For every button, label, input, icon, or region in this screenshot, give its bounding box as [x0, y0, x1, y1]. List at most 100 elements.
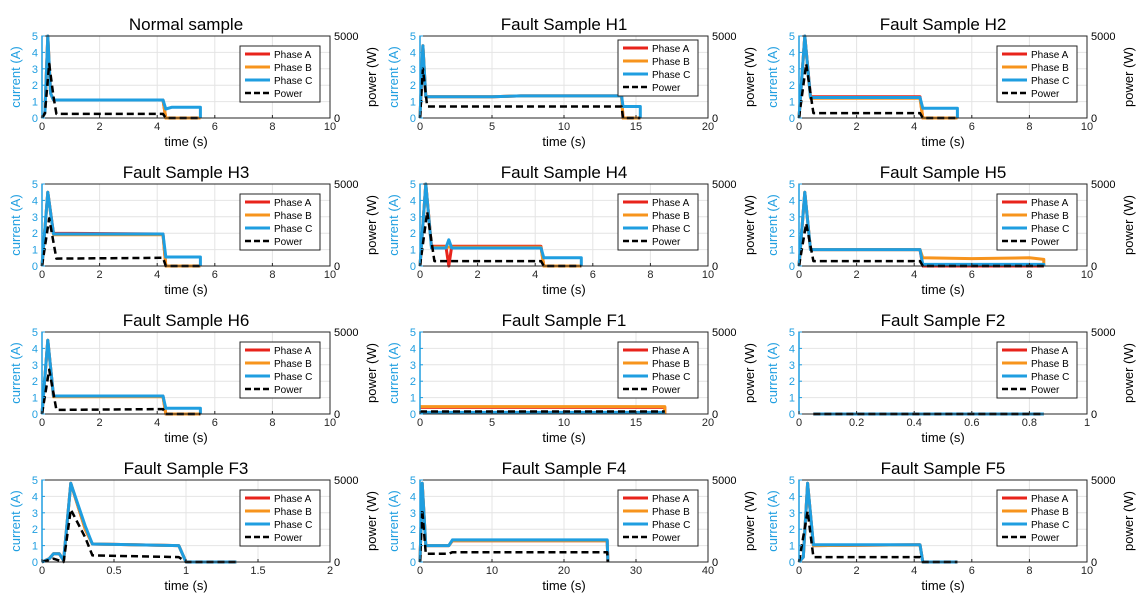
- legend-label: Phase B: [274, 359, 312, 370]
- x-tick-label: 10: [1081, 121, 1093, 133]
- x-tick-label: 1: [183, 565, 189, 577]
- y2-tick-label: 0: [334, 557, 340, 569]
- y-tick-label: 2: [410, 80, 416, 92]
- y2-tick-label: 0: [334, 113, 340, 125]
- legend-label: Phase A: [274, 346, 312, 357]
- y-tick-label: 1: [789, 541, 795, 553]
- x-tick-label: 10: [558, 417, 570, 429]
- y2-axis-label: power (W): [742, 491, 757, 551]
- y-tick-label: 4: [410, 491, 416, 503]
- x-tick-label: 0: [417, 121, 423, 133]
- y-tick-label: 2: [789, 376, 795, 388]
- legend-label: Power: [274, 89, 303, 100]
- y-tick-label: 4: [32, 47, 38, 59]
- y-tick-label: 3: [410, 64, 416, 76]
- x-tick-label: 2: [854, 121, 860, 133]
- y-tick-label: 0: [32, 409, 38, 421]
- y-tick-label: 2: [410, 376, 416, 388]
- y2-tick-label: 0: [712, 113, 718, 125]
- x-tick-label: 8: [1026, 565, 1032, 577]
- series-line-phase-c: [418, 44, 642, 119]
- y-axis-label: current (A): [386, 490, 401, 551]
- y2-tick-label: 0: [334, 261, 340, 273]
- y-tick-label: 3: [789, 360, 795, 372]
- x-axis-label: time (s): [921, 282, 964, 297]
- x-tick-label: 20: [558, 565, 570, 577]
- series-line-phase-c: [41, 481, 237, 564]
- legend: Phase A Phase B Phase C Power: [617, 193, 699, 251]
- series-line-phase-c: [418, 481, 610, 563]
- chart-title: Fault Sample F2: [881, 311, 1006, 330]
- x-tick-label: 5: [489, 417, 495, 429]
- series-line-power: [41, 508, 237, 564]
- y2-tick-label: 5000: [712, 179, 736, 191]
- chart-title: Fault Sample H1: [501, 15, 628, 34]
- y-tick-label: 2: [410, 524, 416, 536]
- legend-label: Phase A: [652, 44, 690, 55]
- y2-axis-label: power (W): [364, 195, 379, 255]
- legend-label: Phase A: [274, 198, 312, 209]
- series-line-power: [418, 508, 610, 563]
- x-tick-label: 20: [702, 121, 714, 133]
- legend-label: Phase A: [1031, 50, 1069, 61]
- legend-label: Phase B: [274, 507, 312, 518]
- x-tick-label: 0: [39, 417, 45, 429]
- chart-title: Fault Sample F3: [124, 459, 249, 478]
- x-axis-label: time (s): [542, 578, 585, 593]
- x-axis-label: time (s): [921, 134, 964, 149]
- chart-title: Normal sample: [129, 15, 243, 34]
- legend: Phase A Phase B Phase C Power: [996, 341, 1078, 399]
- y2-axis-label: power (W): [1121, 195, 1136, 255]
- y2-tick-label: 5000: [1091, 179, 1115, 191]
- y-tick-label: 2: [32, 228, 38, 240]
- y-tick-label: 4: [410, 47, 416, 59]
- legend-label: Phase C: [1031, 520, 1069, 531]
- y-tick-label: 1: [410, 245, 416, 257]
- y2-tick-label: 0: [712, 409, 718, 421]
- x-tick-label: 2: [97, 121, 103, 133]
- x-tick-label: 0.2: [849, 417, 864, 429]
- legend-label: Phase C: [1031, 372, 1069, 383]
- y-tick-label: 0: [410, 261, 416, 273]
- y2-axis-label: power (W): [1121, 343, 1136, 403]
- x-tick-label: 8: [269, 269, 275, 281]
- chart-title: Fault Sample H4: [501, 163, 628, 182]
- legend-label: Power: [274, 533, 303, 544]
- y2-tick-label: 5000: [1091, 31, 1115, 43]
- chart-title: Fault Sample F5: [881, 459, 1006, 478]
- legend-label: Phase B: [1031, 63, 1069, 74]
- y-tick-label: 0: [410, 557, 416, 569]
- legend-label: Phase C: [652, 372, 690, 383]
- y-tick-label: 2: [32, 80, 38, 92]
- x-tick-label: 6: [212, 121, 218, 133]
- legend-label: Power: [1031, 89, 1060, 100]
- legend: Phase A Phase B Phase C Power: [239, 45, 321, 103]
- x-tick-label: 0.4: [907, 417, 922, 429]
- legend: Phase A Phase B Phase C Power: [239, 489, 321, 547]
- chart-title: Fault Sample H6: [123, 311, 250, 330]
- y2-axis-label: power (W): [1121, 47, 1136, 107]
- y-tick-label: 0: [410, 113, 416, 125]
- y-axis-label: current (A): [8, 46, 23, 107]
- series-line-phase-c: [40, 190, 202, 267]
- legend-label: Phase A: [1031, 346, 1069, 357]
- legend: Phase A Phase B Phase C Power: [996, 193, 1078, 251]
- x-tick-label: 10: [558, 121, 570, 133]
- x-tick-label: 5: [489, 121, 495, 133]
- series-line-power: [40, 62, 201, 120]
- x-tick-label: 6: [212, 269, 218, 281]
- legend-label: Power: [274, 385, 303, 396]
- x-tick-label: 4: [911, 565, 917, 577]
- legend-label: Phase C: [274, 224, 312, 235]
- y-tick-label: 4: [789, 491, 795, 503]
- legend-label: Phase B: [652, 211, 690, 222]
- legend-label: Phase A: [652, 346, 690, 357]
- y-tick-label: 3: [410, 360, 416, 372]
- y2-tick-label: 5000: [1091, 327, 1115, 339]
- legend-label: Phase C: [1031, 224, 1069, 235]
- x-tick-label: 10: [486, 565, 498, 577]
- y2-tick-label: 5000: [1091, 475, 1115, 487]
- y2-tick-label: 5000: [712, 327, 736, 339]
